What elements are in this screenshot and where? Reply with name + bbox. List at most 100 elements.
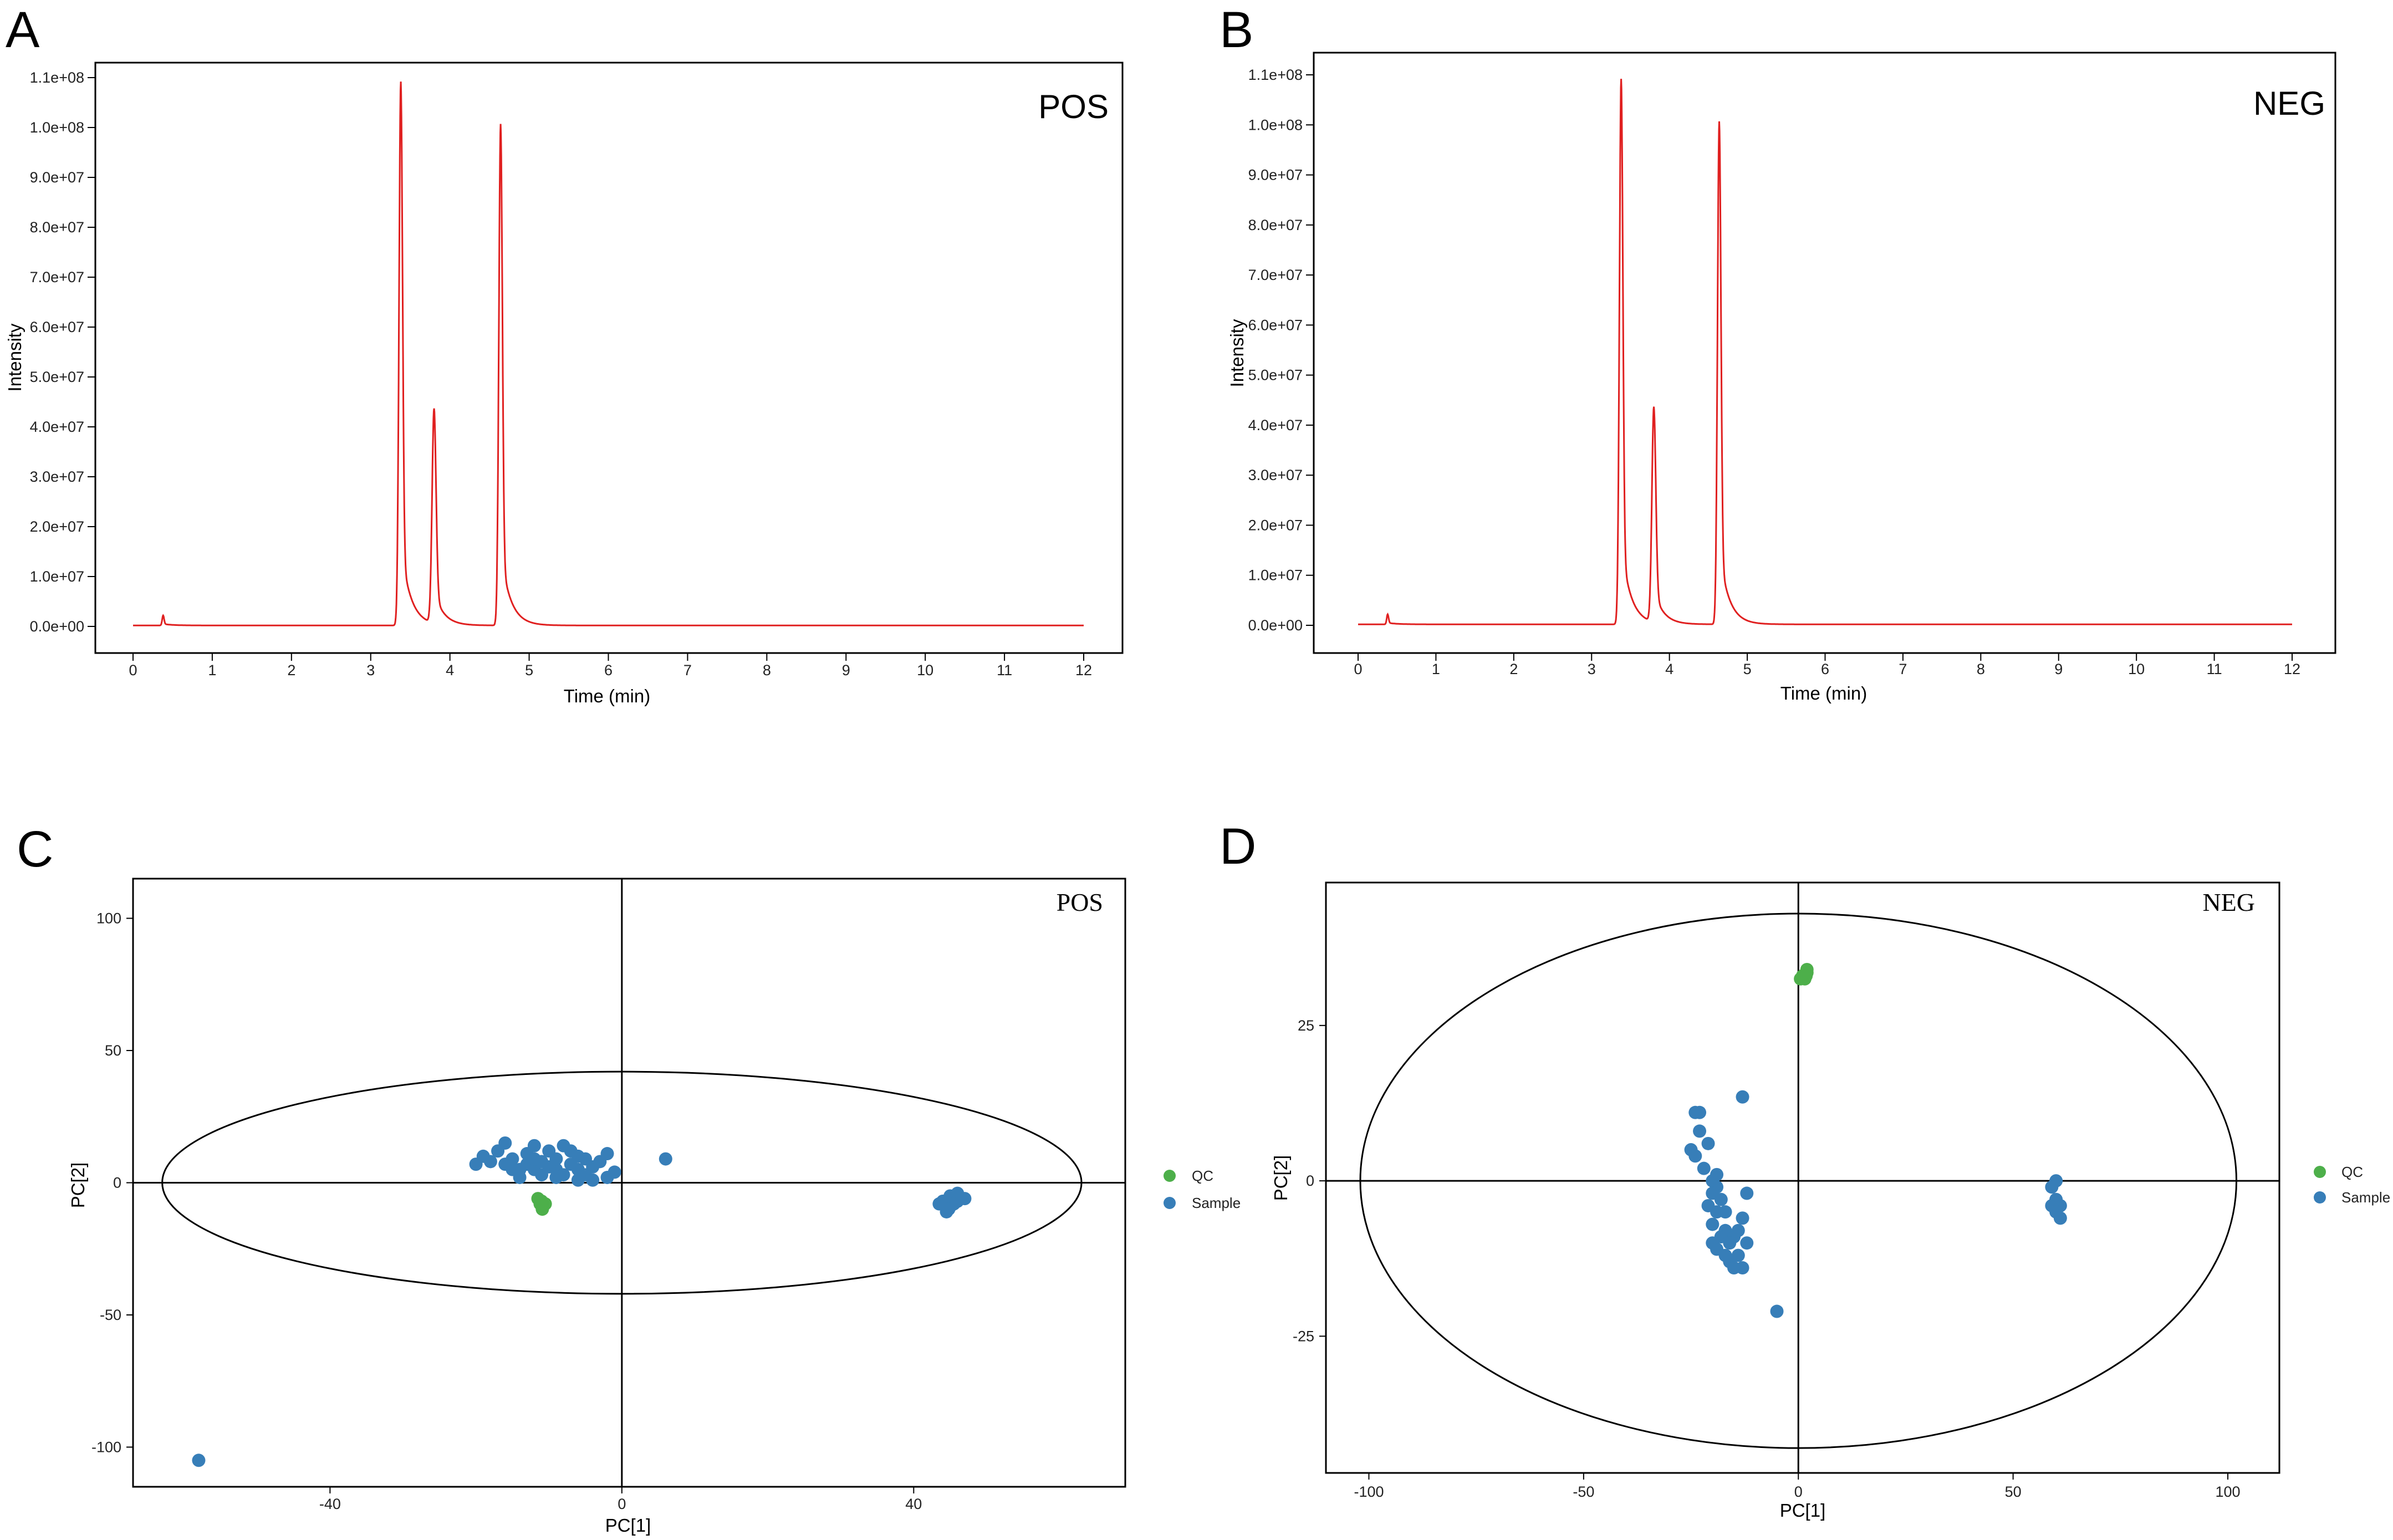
y-axis-title: PC[2] [68,1162,88,1208]
sample-point [498,1136,512,1150]
y-axis-title: PC[2] [1271,1155,1291,1201]
x-tick-label: 2 [1509,661,1518,677]
x-tick-label: 10 [2128,661,2145,677]
x-tick-label: 7 [683,662,692,679]
panel-letter: C [17,821,53,878]
sample-point [1723,1236,1737,1250]
x-tick-label: 1 [208,662,216,679]
plot-frame [94,62,1124,654]
sample-point [1688,1149,1702,1163]
sample-point [513,1162,527,1176]
y-tick-label: 6.0e+07 [1248,317,1303,333]
confidence-ellipse [1359,912,2238,1449]
x-tick-label: -100 [1354,1483,1384,1500]
x-tick-label: 7 [1899,661,1907,677]
x-axis-title: Time (min) [1780,683,1867,703]
chromatogram [133,81,1084,626]
panel-a: A POS Time (min) Intensity 0 1 2 3 4 5 6 7 8 9 10 1… [4,2,1124,706]
intensity-trace [133,81,1084,626]
sample-point [2045,1180,2059,1194]
axes: -40 0 40 -100 -50 0 50 100 [91,879,1125,1512]
sample-point [527,1139,541,1153]
y-tick-label: 0.0e+00 [1248,617,1303,634]
y-tick-label: -50 [100,1307,121,1323]
y-tick-label: 1.0e+07 [30,568,84,585]
x-tick-label: -50 [1573,1483,1594,1500]
sample-point [549,1170,563,1184]
y-tick-label: 1.0e+08 [30,119,84,136]
x-tick-label: 0 [129,662,137,679]
scores-plot [1359,912,2238,1449]
x-tick-label: 11 [997,662,1012,679]
x-tick-label: 12 [2284,661,2300,677]
y-tick-label: 4.0e+07 [30,419,84,435]
qc-point [535,1199,549,1212]
sample-point [2053,1211,2067,1225]
x-tick-label: 100 [2215,1483,2240,1500]
sample-point [958,1192,972,1206]
legend-marker-sample [2314,1191,2326,1204]
sample-point [506,1152,519,1166]
y-tick-label: 3.0e+07 [30,468,84,485]
sample-point [571,1173,585,1187]
legend: QC Sample [1164,1167,1241,1211]
sample-point [2049,1192,2063,1206]
sample-point [1731,1223,1745,1237]
panel-c: C POS PC[1] PC[2] -40 0 40 -100 -50 0 50 100 QC… [17,821,1241,1536]
sample-point [1718,1205,1732,1219]
x-axis-title: PC[1] [605,1515,651,1536]
sample-point [586,1173,600,1187]
y-tick-label: 2.0e+07 [1248,517,1303,533]
y-tick-label: 3.0e+07 [1248,467,1303,483]
sample-point [527,1152,541,1166]
sample-point [1701,1136,1715,1150]
x-tick-label: 8 [1977,661,1985,677]
y-tick-label: 5.0e+07 [30,369,84,385]
y-tick-label: 1.1e+08 [30,69,84,86]
x-tick-label: 3 [366,662,375,679]
x-tick-label: -40 [319,1496,341,1512]
y-tick-label: 8.0e+07 [1248,217,1303,233]
sample-point [659,1152,672,1166]
plot-frame [1313,52,2336,654]
sample-point [1736,1090,1749,1104]
sample-point [192,1454,206,1467]
x-axis-title: Time (min) [564,686,650,706]
sample-point [1697,1161,1711,1175]
x-tick-label: 0 [1354,661,1362,677]
x-tick-label: 12 [1075,662,1092,679]
sample-point [1706,1236,1720,1250]
y-tick-label: 25 [1298,1017,1314,1034]
sample-point [1693,1105,1707,1119]
qc-point [1794,972,1808,986]
axes: -100 -50 0 50 100 -25 0 25 [1293,883,2279,1500]
y-tick-label: 7.0e+07 [1248,267,1303,283]
x-tick-label: 6 [1821,661,1829,677]
sample-point [1706,1217,1720,1231]
sample-point [1727,1261,1741,1275]
axes: 0 1 2 3 4 5 6 7 8 9 10 11 120.0e+001.0e+072.0e+073.0… [30,69,1092,679]
y-tick-label: 9.0e+07 [30,169,84,186]
y-tick-label: -25 [1293,1328,1314,1344]
x-tick-label: 40 [905,1496,922,1512]
sample-point [1770,1304,1784,1318]
sample-point [483,1155,497,1169]
x-tick-label: 9 [842,662,850,679]
y-tick-label: 50 [105,1042,121,1059]
plot-frame [1325,881,2280,1474]
sample-point [1693,1124,1707,1138]
y-tick-label: 1.1e+08 [1248,67,1303,83]
chromatogram [1358,79,2292,625]
y-tick-label: 9.0e+07 [1248,167,1303,183]
sample-point [1714,1192,1728,1206]
x-tick-label: 3 [1588,661,1596,677]
panel-letter: A [6,2,40,58]
x-tick-label: 2 [287,662,295,679]
x-tick-label: 0 [618,1496,626,1512]
x-tick-label: 5 [1743,661,1752,677]
legend-marker-qc [1164,1170,1176,1182]
x-tick-label: 5 [525,662,533,679]
sample-point [1740,1186,1754,1200]
sample-point [942,1202,956,1216]
